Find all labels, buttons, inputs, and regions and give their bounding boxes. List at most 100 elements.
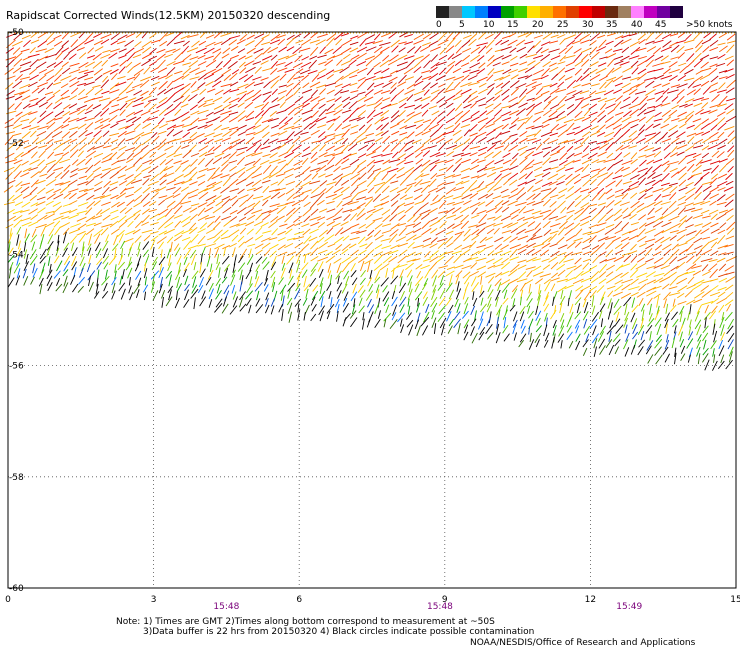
wind-barb bbox=[664, 312, 670, 322]
wind-barb bbox=[363, 96, 374, 102]
wind-barb bbox=[533, 61, 541, 68]
wind-barb bbox=[564, 173, 573, 181]
wind-barb bbox=[128, 285, 132, 294]
wind-barb bbox=[29, 46, 36, 54]
wind-barb bbox=[509, 110, 520, 116]
wind-barb bbox=[597, 110, 606, 118]
wind-barb bbox=[507, 39, 518, 46]
wind-barb bbox=[12, 47, 21, 55]
wind-barb bbox=[461, 265, 472, 270]
wind-barb bbox=[527, 221, 536, 227]
wind-barb bbox=[54, 67, 64, 76]
wind-barb bbox=[237, 262, 246, 272]
wind-barb bbox=[500, 39, 510, 45]
wind-barb bbox=[564, 45, 574, 55]
wind-barb bbox=[221, 68, 232, 76]
wind-barb bbox=[717, 89, 727, 93]
wind-barb bbox=[318, 305, 326, 316]
wind-barb bbox=[525, 103, 535, 111]
wind-barb bbox=[581, 53, 589, 61]
wind-barb bbox=[30, 179, 39, 188]
wind-barb bbox=[310, 313, 317, 322]
wind-barb bbox=[668, 215, 680, 222]
wind-barb bbox=[14, 95, 23, 101]
wind-barb bbox=[349, 47, 359, 53]
wind-barb bbox=[654, 55, 664, 61]
wind-barb bbox=[60, 75, 72, 81]
wind-barb bbox=[183, 248, 192, 259]
wind-barb bbox=[654, 216, 664, 223]
wind-barb bbox=[301, 223, 310, 228]
wind-barb bbox=[276, 215, 285, 221]
wind-barb bbox=[204, 186, 215, 192]
wind-barb bbox=[438, 200, 447, 209]
wind-barb bbox=[567, 185, 575, 192]
wind-barb bbox=[433, 323, 437, 334]
wind-barb bbox=[470, 262, 478, 269]
wind-barb bbox=[181, 228, 193, 235]
wind-barb bbox=[676, 88, 685, 96]
wind-barb bbox=[366, 34, 376, 40]
wind-barb bbox=[324, 59, 334, 67]
wind-barb bbox=[385, 267, 389, 278]
wind-barb bbox=[589, 90, 597, 96]
wind-barb bbox=[114, 270, 117, 280]
wind-barb bbox=[214, 215, 221, 223]
wind-barb bbox=[479, 303, 487, 313]
wind-barb bbox=[195, 47, 207, 54]
wind-barb bbox=[110, 48, 120, 53]
legend-label: 25 bbox=[557, 20, 569, 30]
wind-barb bbox=[127, 220, 134, 228]
wind-barb bbox=[510, 227, 518, 234]
wind-barb bbox=[221, 215, 232, 221]
wind-barb bbox=[285, 138, 294, 144]
wind-barb bbox=[124, 81, 134, 91]
wind-barb bbox=[669, 229, 679, 234]
wind-barb bbox=[239, 291, 246, 301]
wind-barb bbox=[22, 268, 27, 279]
wind-barb bbox=[287, 289, 291, 299]
wind-barb bbox=[446, 107, 456, 117]
wind-barb bbox=[486, 172, 497, 178]
wind-barb bbox=[67, 179, 78, 186]
wind-barb bbox=[150, 75, 160, 81]
wind-barb bbox=[303, 32, 311, 39]
wind-barb bbox=[222, 245, 231, 250]
wind-barb bbox=[413, 33, 425, 40]
wind-barb bbox=[305, 288, 309, 299]
wind-barb bbox=[284, 61, 293, 67]
wind-barb bbox=[696, 339, 702, 349]
wind-barb bbox=[341, 109, 352, 114]
wind-barb bbox=[470, 250, 480, 257]
wind-barb bbox=[477, 271, 487, 278]
wind-barb bbox=[445, 270, 455, 277]
wind-barb bbox=[494, 243, 503, 250]
wind-barb bbox=[135, 164, 143, 172]
wind-barb bbox=[376, 289, 380, 299]
note-line-1: Note: 1) Times are GMT 2)Times along bot… bbox=[116, 617, 495, 627]
wind-barb bbox=[628, 118, 640, 124]
wind-barb bbox=[197, 61, 207, 66]
wind-barb bbox=[59, 222, 70, 229]
wind-barb bbox=[134, 47, 145, 54]
wind-barb bbox=[118, 54, 127, 59]
wind-barb bbox=[525, 165, 534, 170]
wind-barb bbox=[379, 263, 390, 271]
wind-barb bbox=[189, 76, 200, 80]
wind-barb bbox=[231, 234, 239, 242]
wind-barb bbox=[441, 323, 445, 336]
wind-barb bbox=[117, 40, 126, 45]
wind-barb bbox=[118, 125, 129, 130]
wind-barb bbox=[156, 236, 167, 244]
wind-barb bbox=[687, 311, 691, 321]
wind-barb bbox=[262, 164, 272, 174]
wind-barb bbox=[126, 199, 135, 207]
wind-barb bbox=[366, 159, 376, 167]
wind-barb bbox=[435, 229, 447, 236]
wind-barb bbox=[69, 144, 79, 152]
wind-barb bbox=[421, 227, 432, 236]
wind-barb bbox=[548, 233, 557, 243]
wind-barb bbox=[487, 296, 492, 308]
wind-barb bbox=[485, 181, 495, 187]
wind-barb bbox=[53, 143, 64, 151]
